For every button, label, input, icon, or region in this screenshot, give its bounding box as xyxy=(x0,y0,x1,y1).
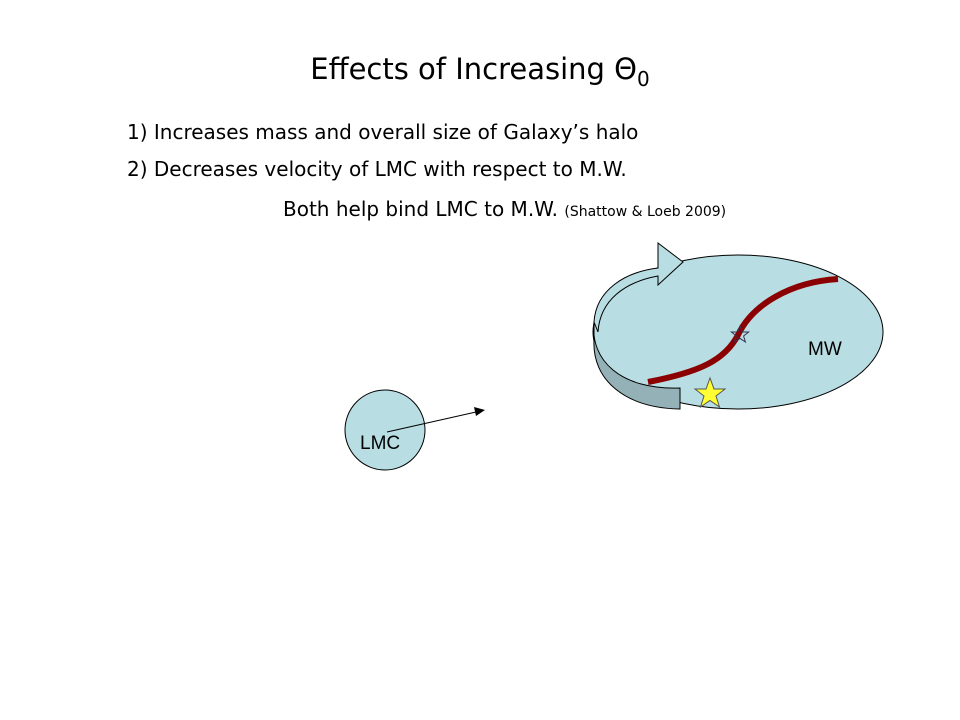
point-1: 1) Increases mass and overall size of Ga… xyxy=(127,120,639,144)
rotation-arrow-head xyxy=(593,241,684,333)
mw-label: MW xyxy=(808,339,842,360)
lmc-label: LMC xyxy=(360,433,400,454)
title-text: Effects of Increasing xyxy=(310,52,615,86)
slide-title: Effects of Increasing Θ0 xyxy=(0,52,960,91)
lmc-velocity-arrow xyxy=(386,411,477,433)
galactic-center-star-icon xyxy=(729,324,751,344)
theta-subscript: 0 xyxy=(637,66,650,91)
citation: (Shattow & Loeb 2009) xyxy=(564,204,727,220)
rotation-arrow-side xyxy=(593,321,681,410)
orbit-curve xyxy=(647,276,839,385)
theta-symbol: Θ xyxy=(614,52,637,86)
arrowhead-icon xyxy=(474,407,485,416)
point-2: 2) Decreases velocity of LMC with respec… xyxy=(127,157,627,181)
conclusion-text: Both help bind LMC to M.W. xyxy=(283,197,559,221)
conclusion: Both help bind LMC to M.W. (Shattow & Lo… xyxy=(283,197,726,221)
sun-star-icon xyxy=(693,376,727,409)
lmc-circle xyxy=(344,389,426,471)
